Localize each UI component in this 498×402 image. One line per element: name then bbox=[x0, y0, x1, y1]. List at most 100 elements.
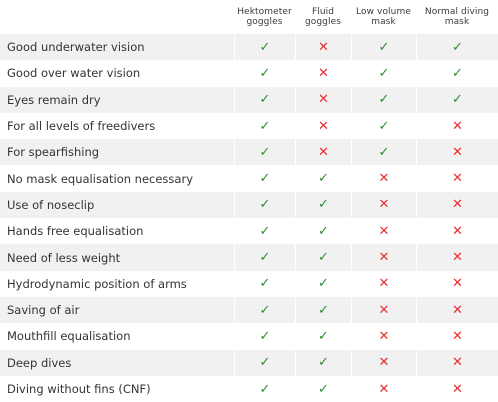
cell-normal-diving-mask: ✕ bbox=[416, 270, 498, 297]
cell-low-volume-mask: ✕ bbox=[351, 349, 416, 376]
cell-normal-diving-mask: ✕ bbox=[416, 191, 498, 219]
table-row: Need of less weight ✓ ✓ ✕ ✕ bbox=[0, 244, 498, 271]
cell-fluid-goggles: ✕ bbox=[295, 139, 351, 166]
check-icon: ✓ bbox=[259, 144, 271, 160]
cell-low-volume-mask: ✓ bbox=[351, 34, 416, 61]
cell-hektometer-goggles: ✓ bbox=[234, 244, 295, 271]
cell-normal-diving-mask: ✕ bbox=[416, 349, 498, 376]
cross-icon: ✕ bbox=[452, 223, 463, 239]
cell-fluid-goggles: ✕ bbox=[295, 60, 351, 87]
feature-label: Eyes remain dry bbox=[7, 92, 101, 107]
cell-hektometer-goggles: ✓ bbox=[234, 112, 295, 140]
feature-label: For spearfishing bbox=[7, 145, 100, 160]
feature-label: Use of noseclip bbox=[7, 197, 95, 212]
check-icon: ✓ bbox=[318, 223, 329, 239]
feature-label: No mask equalisation necessary bbox=[7, 171, 193, 186]
check-icon: ✓ bbox=[259, 328, 271, 344]
header-fluid-goggles: Fluid goggles bbox=[304, 7, 342, 27]
feature-label: Deep dives bbox=[7, 355, 72, 370]
cell-normal-diving-mask: ✕ bbox=[416, 296, 498, 324]
table-row: Hydrodynamic position of arms ✓ ✓ ✕ ✕ bbox=[0, 270, 498, 297]
cross-icon: ✕ bbox=[318, 118, 329, 134]
cell-normal-diving-mask: ✓ bbox=[416, 34, 498, 61]
cross-icon: ✕ bbox=[378, 276, 390, 292]
cell-fluid-goggles: ✓ bbox=[295, 191, 351, 219]
cell-hektometer-goggles: ✓ bbox=[234, 60, 295, 87]
check-icon: ✓ bbox=[259, 197, 271, 213]
cross-icon: ✕ bbox=[378, 171, 390, 187]
cell-normal-diving-mask: ✓ bbox=[416, 60, 498, 87]
cell-normal-diving-mask: ✕ bbox=[416, 244, 498, 271]
cell-fluid-goggles: ✕ bbox=[295, 34, 351, 61]
cell-low-volume-mask: ✓ bbox=[351, 86, 416, 113]
table-row: Hands free equalisation ✓ ✓ ✕ ✕ bbox=[0, 218, 498, 245]
check-icon: ✓ bbox=[378, 118, 390, 134]
cell-fluid-goggles: ✓ bbox=[295, 375, 351, 402]
cell-fluid-goggles: ✓ bbox=[295, 270, 351, 297]
check-icon: ✓ bbox=[259, 355, 271, 371]
header-hektometer-goggles: Hektometer goggles bbox=[237, 7, 292, 27]
cell-low-volume-mask: ✕ bbox=[351, 165, 416, 192]
cell-normal-diving-mask: ✓ bbox=[416, 86, 498, 113]
cross-icon: ✕ bbox=[318, 144, 329, 160]
check-icon: ✓ bbox=[318, 171, 329, 187]
cross-icon: ✕ bbox=[378, 302, 390, 318]
table-row: Saving of air ✓ ✓ ✕ ✕ bbox=[0, 296, 498, 324]
check-icon: ✓ bbox=[318, 250, 329, 266]
feature-label: Need of less weight bbox=[7, 250, 121, 265]
cell-hektometer-goggles: ✓ bbox=[234, 139, 295, 166]
cross-icon: ✕ bbox=[378, 250, 390, 266]
cross-icon: ✕ bbox=[452, 250, 463, 266]
feature-label: Saving of air bbox=[7, 303, 80, 318]
feature-label: For all levels of freedivers bbox=[7, 119, 156, 134]
cell-hektometer-goggles: ✓ bbox=[234, 165, 295, 192]
check-icon: ✓ bbox=[378, 144, 390, 160]
cell-hektometer-goggles: ✓ bbox=[234, 191, 295, 219]
cell-low-volume-mask: ✕ bbox=[351, 375, 416, 402]
feature-label: Hands free equalisation bbox=[7, 224, 144, 239]
check-icon: ✓ bbox=[318, 197, 329, 213]
cell-fluid-goggles: ✓ bbox=[295, 296, 351, 324]
check-icon: ✓ bbox=[452, 65, 463, 81]
cell-low-volume-mask: ✕ bbox=[351, 244, 416, 271]
cell-normal-diving-mask: ✕ bbox=[416, 218, 498, 245]
check-icon: ✓ bbox=[259, 171, 271, 187]
cross-icon: ✕ bbox=[318, 92, 329, 108]
cell-fluid-goggles: ✓ bbox=[295, 165, 351, 192]
cell-hektometer-goggles: ✓ bbox=[234, 349, 295, 376]
table-row: No mask equalisation necessary ✓ ✓ ✕ ✕ bbox=[0, 165, 498, 192]
cell-normal-diving-mask: ✕ bbox=[416, 112, 498, 140]
cell-hektometer-goggles: ✓ bbox=[234, 323, 295, 350]
cross-icon: ✕ bbox=[452, 171, 463, 187]
cell-normal-diving-mask: ✕ bbox=[416, 139, 498, 166]
cell-hektometer-goggles: ✓ bbox=[234, 218, 295, 245]
table-row: Deep dives ✓ ✓ ✕ ✕ bbox=[0, 349, 498, 376]
cross-icon: ✕ bbox=[452, 118, 463, 134]
cell-low-volume-mask: ✓ bbox=[351, 112, 416, 140]
cross-icon: ✕ bbox=[378, 197, 390, 213]
check-icon: ✓ bbox=[378, 39, 390, 55]
cross-icon: ✕ bbox=[452, 276, 463, 292]
cell-low-volume-mask: ✕ bbox=[351, 323, 416, 350]
cell-hektometer-goggles: ✓ bbox=[234, 86, 295, 113]
cell-fluid-goggles: ✓ bbox=[295, 218, 351, 245]
feature-label: Good underwater vision bbox=[7, 40, 145, 55]
cell-low-volume-mask: ✓ bbox=[351, 60, 416, 87]
feature-label: Mouthfill equalisation bbox=[7, 329, 131, 344]
table-row: Mouthfill equalisation ✓ ✓ ✕ ✕ bbox=[0, 323, 498, 350]
cell-hektometer-goggles: ✓ bbox=[234, 296, 295, 324]
cell-normal-diving-mask: ✕ bbox=[416, 323, 498, 350]
cell-normal-diving-mask: ✕ bbox=[416, 375, 498, 402]
table-row: Eyes remain dry ✓ ✕ ✓ ✓ bbox=[0, 86, 498, 113]
check-icon: ✓ bbox=[318, 302, 329, 318]
check-icon: ✓ bbox=[259, 92, 271, 108]
feature-label: Hydrodynamic position of arms bbox=[7, 276, 187, 291]
header-low-volume-mask: Low volume mask bbox=[356, 7, 411, 27]
check-icon: ✓ bbox=[259, 250, 271, 266]
table-row: For all levels of freedivers ✓ ✕ ✓ ✕ bbox=[0, 112, 498, 140]
cell-hektometer-goggles: ✓ bbox=[234, 375, 295, 402]
feature-label: Good over water vision bbox=[7, 66, 141, 81]
cross-icon: ✕ bbox=[318, 65, 329, 81]
cross-icon: ✕ bbox=[318, 39, 329, 55]
check-icon: ✓ bbox=[259, 276, 271, 292]
